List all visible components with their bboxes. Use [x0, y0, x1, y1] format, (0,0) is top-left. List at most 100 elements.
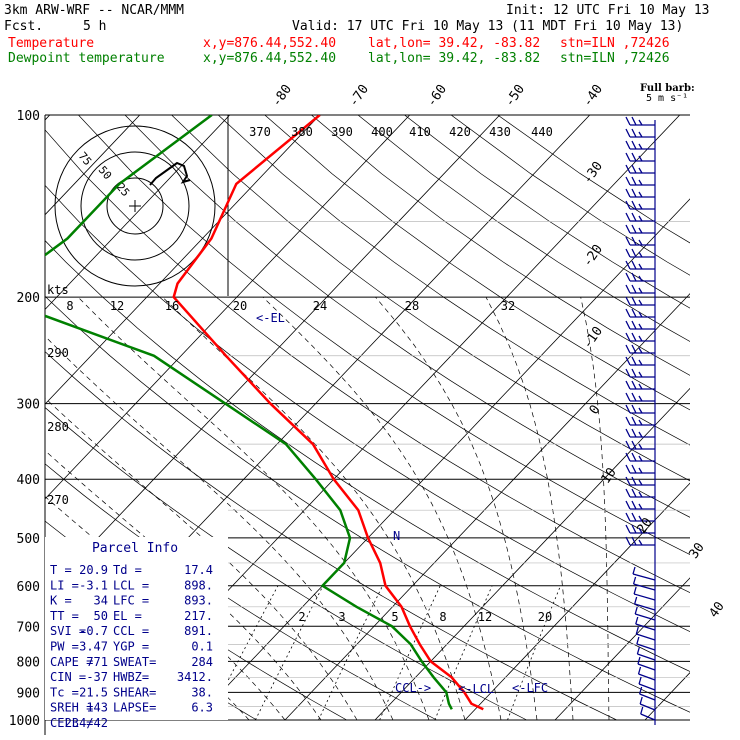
- speed-tick-label: 8: [66, 299, 73, 313]
- height-tick-label: 280: [47, 420, 69, 434]
- wind-barb: [625, 464, 655, 474]
- mixing-ratio-line: [318, 585, 383, 721]
- header-title: 3km ARW-WRF -- NCAR/MMM: [4, 3, 185, 18]
- wind-barb: [625, 440, 655, 450]
- parcel-field: 17.4: [184, 563, 213, 577]
- hodograph-ring-label: 25: [114, 181, 132, 200]
- temperature-profile: [172, 115, 484, 711]
- hodograph-units: kts: [47, 283, 69, 297]
- wind-barb: [638, 686, 656, 701]
- level-annotation: CCL->: [395, 681, 431, 695]
- wind-barb: [635, 616, 656, 631]
- parcel-field: CAPE =: [50, 655, 93, 669]
- parcel-field: 20.9: [79, 563, 108, 577]
- wind-barb: [625, 392, 655, 402]
- parcel-field: -0.7: [79, 624, 108, 638]
- wind-barb: [625, 380, 655, 390]
- wind-barb: [625, 344, 655, 354]
- wind-barb: [625, 500, 655, 510]
- wind-barb: [625, 176, 655, 186]
- wind-barb: [625, 524, 655, 534]
- parcel-field: 38.: [191, 685, 213, 699]
- moist-adiabat: [375, 296, 538, 721]
- pressure-tick-label: 1000: [9, 714, 40, 729]
- theta-tick-label: 410: [409, 125, 431, 139]
- barb-legend-line1: Full barb:: [640, 83, 695, 94]
- speed-tick-label: 16: [165, 299, 179, 313]
- mixing-ratio-label: 12: [478, 610, 492, 624]
- pressure-tick-label: 500: [17, 532, 40, 547]
- level-annotation: <-LFC: [512, 681, 548, 695]
- pressure-tick-label: 600: [17, 580, 40, 595]
- wind-barb: [625, 416, 655, 426]
- wind-barb: [636, 636, 656, 651]
- wind-barb: [640, 706, 656, 721]
- wind-barb: [625, 428, 655, 438]
- isotherm: [464, 482, 690, 721]
- hodograph-trace: [149, 161, 191, 186]
- valid-time: Valid: 17 UTC Fri 10 May 13 (11 MDT Fri …: [292, 19, 684, 34]
- wind-barb: [625, 272, 655, 282]
- temp-stn: stn=ILN ,72426: [560, 36, 670, 51]
- speed-tick-label: 32: [501, 299, 515, 313]
- moist-adiabat: [162, 296, 466, 721]
- hodograph-ring-label: 75: [76, 150, 94, 169]
- isotherm: [45, 115, 231, 311]
- legend-dewpoint: Dewpoint temperature: [8, 51, 165, 66]
- parcel-field: SVI =: [50, 624, 86, 638]
- parcel-field: Td =: [113, 563, 142, 577]
- mixing-ratio-line: [434, 585, 493, 721]
- wind-barb: [625, 248, 655, 258]
- dewpoint-profile: [45, 115, 453, 710]
- parcel-field: TT =: [50, 609, 79, 623]
- pressure-tick-label: 200: [17, 291, 40, 306]
- parcel-info-box: Parcel Info T = 20.9 Td = 17.4 LI = -3.1 LCL = 8…: [45, 537, 228, 730]
- mixing-ratio-line: [255, 585, 324, 721]
- wind-barb: [625, 152, 655, 162]
- fcst-label: Fcst.: [4, 19, 44, 34]
- dry-adiabat: [497, 115, 690, 244]
- wind-barb: [625, 236, 655, 246]
- temp-latlon: lat,lon= 39.42, -83.82: [368, 36, 541, 51]
- temperature-tick-label: 40: [706, 599, 727, 620]
- mixing-ratio-label: 5: [391, 610, 398, 624]
- level-annotations: <-EL CCL-> <-LCL <-LFC N: [256, 311, 548, 696]
- temperature-tick-label: 20: [634, 515, 655, 536]
- temperature-tick-label: -40: [580, 82, 606, 110]
- theta-tick-label: 430: [489, 125, 511, 139]
- theta-tick-label: 370: [249, 125, 271, 139]
- parcel-field: CCL =: [113, 624, 149, 638]
- parcel-field: 34: [94, 594, 108, 608]
- level-annotation: <-EL: [256, 311, 285, 325]
- pressure-tick-label: 900: [17, 686, 40, 701]
- moist-adiabat: [45, 335, 394, 721]
- temperature-tick-label: 10: [598, 465, 619, 486]
- wind-barb: [625, 404, 655, 414]
- wind-barb: [625, 224, 655, 234]
- parcel-title: Parcel Info: [92, 541, 178, 556]
- isotherm: [735, 115, 740, 720]
- wind-barb: [625, 140, 655, 150]
- hodograph-ring: [54, 125, 216, 287]
- level-annotation: <-LCL: [458, 682, 494, 696]
- wind-barb: [625, 512, 655, 522]
- wind-barb: [625, 188, 655, 198]
- temperature-tick-label: -20: [580, 242, 606, 270]
- wind-barb: [634, 596, 656, 611]
- parcel-field: CELL =: [50, 716, 93, 730]
- theta-tick-label: 390: [331, 125, 353, 139]
- parcel-field: 898.: [184, 578, 213, 592]
- barb-legend-line2: 5 m s⁻¹: [646, 93, 689, 104]
- parcel-field: 0.1: [191, 640, 213, 654]
- parcel-field: HWBZ=: [113, 670, 149, 684]
- parcel-field: SREH =: [50, 701, 93, 715]
- temperature-tick-label: -80: [269, 82, 295, 110]
- moist-adiabat: [485, 296, 574, 721]
- temperature-tick-label: 0: [587, 402, 604, 417]
- wind-barb: [625, 296, 655, 306]
- theta-tick-label: 440: [531, 125, 553, 139]
- pressure-tick-label: 400: [17, 473, 40, 488]
- dry-adiabat: [357, 115, 690, 342]
- wind-barb: [632, 566, 656, 581]
